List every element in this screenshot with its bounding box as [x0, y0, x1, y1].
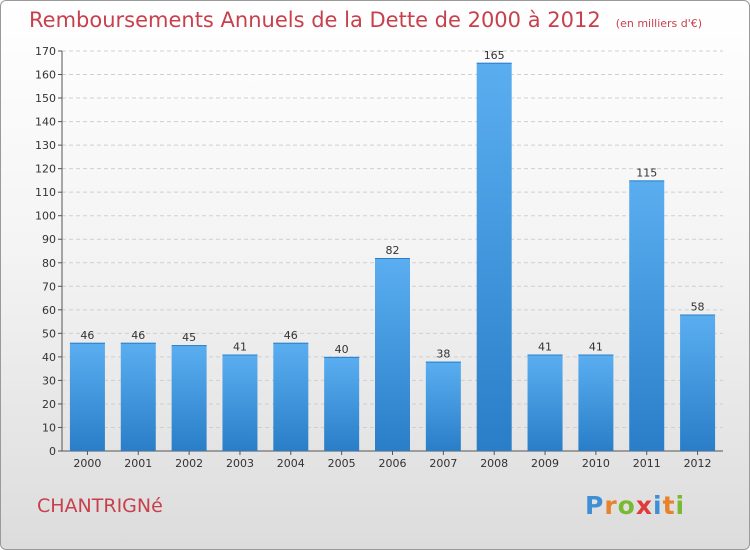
chart-subtitle: (en milliers d'€)	[615, 17, 703, 30]
bar-layer	[69, 62, 716, 452]
y-tick-label-0: 0	[49, 445, 56, 458]
y-tick-label-40: 40	[42, 351, 56, 364]
x-tick-label-2008: 2008	[480, 457, 508, 470]
y-tick-label-50: 50	[42, 327, 56, 340]
data-label-2000: 46	[80, 329, 94, 342]
data-label-2009: 41	[538, 341, 552, 354]
y-tick-label-80: 80	[42, 257, 56, 270]
y-tick-label-100: 100	[35, 210, 56, 223]
bar-2001	[120, 342, 156, 451]
logo-letter: P	[585, 491, 605, 520]
logo-letter: i	[675, 491, 686, 520]
logo-letter: i	[653, 491, 663, 520]
x-tick-label-2000: 2000	[73, 457, 101, 470]
x-tick-label-2007: 2007	[429, 457, 457, 470]
proxiti-logo: Proxiti	[585, 491, 685, 520]
x-tick-label-2012: 2012	[684, 457, 712, 470]
data-label-2003: 41	[233, 341, 247, 354]
y-tick-label-60: 60	[42, 304, 56, 317]
data-label-2008: 165	[484, 49, 505, 62]
x-tick-label-2005: 2005	[328, 457, 356, 470]
bar-2002	[171, 345, 207, 451]
bar-2004	[273, 342, 309, 451]
x-tick-label-2010: 2010	[582, 457, 610, 470]
x-tick-label-2001: 2001	[124, 457, 152, 470]
bar-2012	[680, 314, 716, 451]
x-tick-label-2004: 2004	[277, 457, 305, 470]
y-tick-label-140: 140	[35, 116, 56, 129]
bar-2009	[527, 354, 563, 451]
logo-letter: t	[662, 491, 676, 520]
y-tick-label-150: 150	[35, 92, 56, 105]
y-tick-label-10: 10	[42, 421, 56, 434]
bar-2006	[375, 258, 410, 451]
title-line: Remboursements Annuels de la Dette de 20…	[29, 8, 702, 32]
bar-2011	[629, 180, 665, 452]
logo-letter: o	[617, 491, 636, 520]
y-tick-label-120: 120	[35, 163, 56, 176]
y-tick-label-110: 110	[35, 186, 56, 199]
x-tick-label-2002: 2002	[175, 457, 203, 470]
data-label-2005: 40	[335, 343, 349, 356]
data-label-2006: 82	[386, 244, 400, 257]
y-tick-label-30: 30	[42, 374, 56, 387]
logo-letter: r	[604, 491, 618, 520]
data-label-2010: 41	[589, 341, 603, 354]
data-label-2001: 46	[131, 329, 145, 342]
commune-name: CHANTRIGNé	[37, 495, 163, 517]
bar-2010	[578, 354, 614, 451]
y-tick-label-160: 160	[35, 69, 56, 82]
bar-2005	[324, 356, 360, 451]
x-tick-label-2006: 2006	[379, 457, 407, 470]
data-label-2011: 115	[636, 166, 657, 179]
bar-2007	[425, 361, 461, 451]
y-tick-label-170: 170	[35, 45, 56, 58]
y-tick-label-130: 130	[35, 139, 56, 152]
data-label-2007: 38	[436, 348, 450, 361]
logo-letter: x	[635, 491, 653, 520]
y-tick-label-20: 20	[42, 398, 56, 411]
data-label-2002: 45	[182, 331, 196, 344]
axis-layer: 0 10 20 30 40 50 60 70 80 90 100 110 120 130 140 150 160…	[35, 45, 723, 470]
chart-title: Remboursements Annuels de la Dette de 20…	[29, 8, 601, 32]
x-tick-label-2011: 2011	[633, 457, 661, 470]
data-label-2012: 58	[691, 301, 705, 314]
label-layer: 46 46 45 41 46 40 82 38 165 41 41 115 58	[80, 49, 704, 361]
data-label-2004: 46	[284, 329, 298, 342]
bar-2000	[69, 342, 105, 451]
bar-2008	[476, 62, 512, 451]
y-tick-label-70: 70	[42, 280, 56, 293]
y-tick-label-90: 90	[42, 233, 56, 246]
bar-2003	[222, 354, 258, 451]
x-tick-label-2009: 2009	[531, 457, 559, 470]
x-tick-label-2003: 2003	[226, 457, 254, 470]
